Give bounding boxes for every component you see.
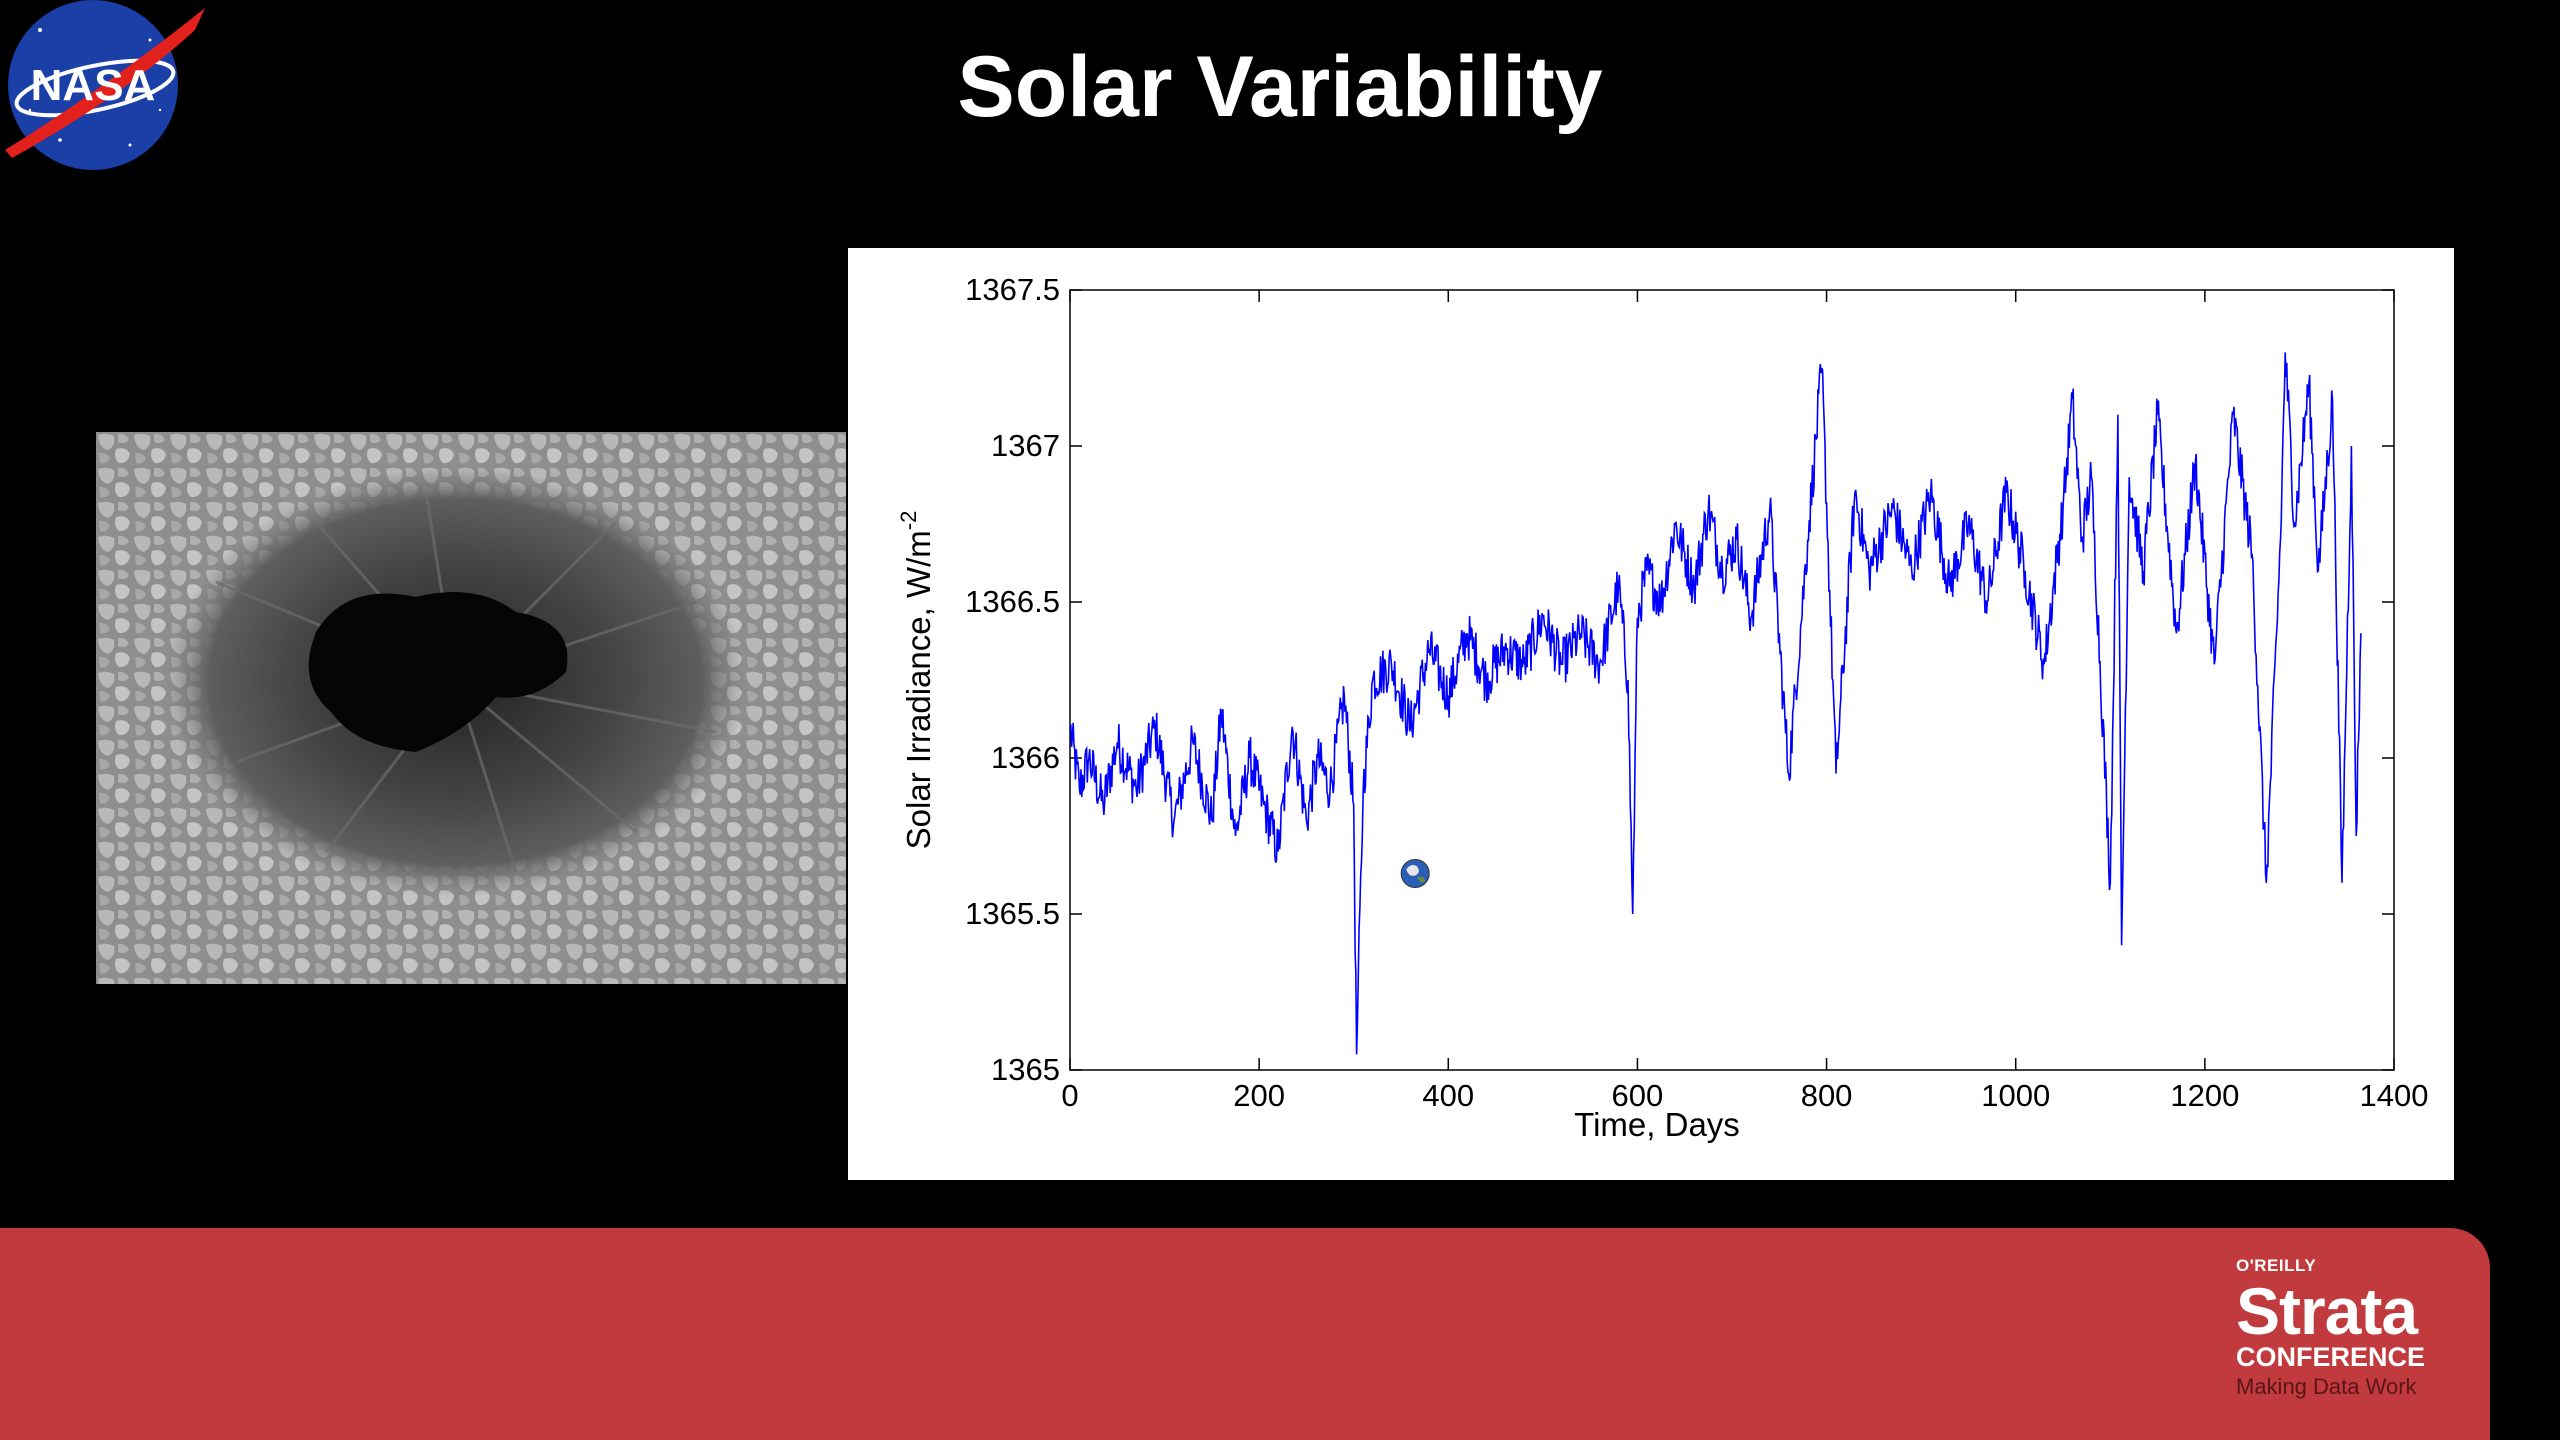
nasa-logo-text: NASA [31, 61, 156, 110]
chart-svg: 0 200 400 600 800 1000 1200 1400 1365 1365.5 1366 1… [896, 272, 2429, 1143]
y-tick-label: 1365 [991, 1052, 1060, 1087]
footer-bar [0, 1228, 2490, 1440]
x-axis-label: Time, Days [1574, 1106, 1740, 1143]
x-tick-label: 200 [1233, 1078, 1285, 1113]
conference-label: CONFERENCE [2236, 1342, 2426, 1372]
y-tick-label: 1366.5 [965, 584, 1060, 619]
strata-label: Strata [2236, 1274, 2418, 1348]
plot-frame [1069, 289, 2395, 1071]
x-tick-label: 600 [1612, 1078, 1664, 1113]
y-axis-label-text: Solar Irradiance, W/m [900, 530, 937, 849]
y-tick-label: 1367 [991, 428, 1060, 463]
x-tick-label: 1200 [2170, 1078, 2239, 1113]
y-axis-label-sup: -2 [896, 511, 921, 531]
earth-cloud [1406, 864, 1419, 876]
strata-conference-logo-icon: O'REILLY Strata CONFERENCE Making Data W… [2236, 1256, 2466, 1416]
x-tick-label: 0 [1061, 1078, 1078, 1113]
nasa-logo-icon: NASA [5, 0, 205, 170]
x-tick-label: 1000 [1981, 1078, 2050, 1113]
x-tick-label: 800 [1801, 1078, 1853, 1113]
irradiance-chart: 0 200 400 600 800 1000 1200 1400 1365 1365.5 1366 1… [848, 248, 2454, 1180]
x-tick-label: 400 [1422, 1078, 1474, 1113]
oreilly-label: O'REILLY [2236, 1256, 2317, 1275]
series-line [1069, 352, 2362, 1055]
tagline-label: Making Data Work [2236, 1374, 2417, 1399]
y-tick-label: 1366 [991, 740, 1060, 775]
y-axis-label: Solar Irradiance, W/m-2 [896, 511, 937, 850]
x-tick-label: 1400 [2360, 1078, 2429, 1113]
earth-icon [1400, 858, 1430, 888]
sunspot-photo-icon [96, 432, 846, 984]
earth-land [1417, 876, 1426, 883]
slide-title: Solar Variability [957, 39, 1603, 135]
y-tick-label: 1367.5 [965, 272, 1060, 307]
y-tick-label: 1365.5 [965, 896, 1060, 931]
